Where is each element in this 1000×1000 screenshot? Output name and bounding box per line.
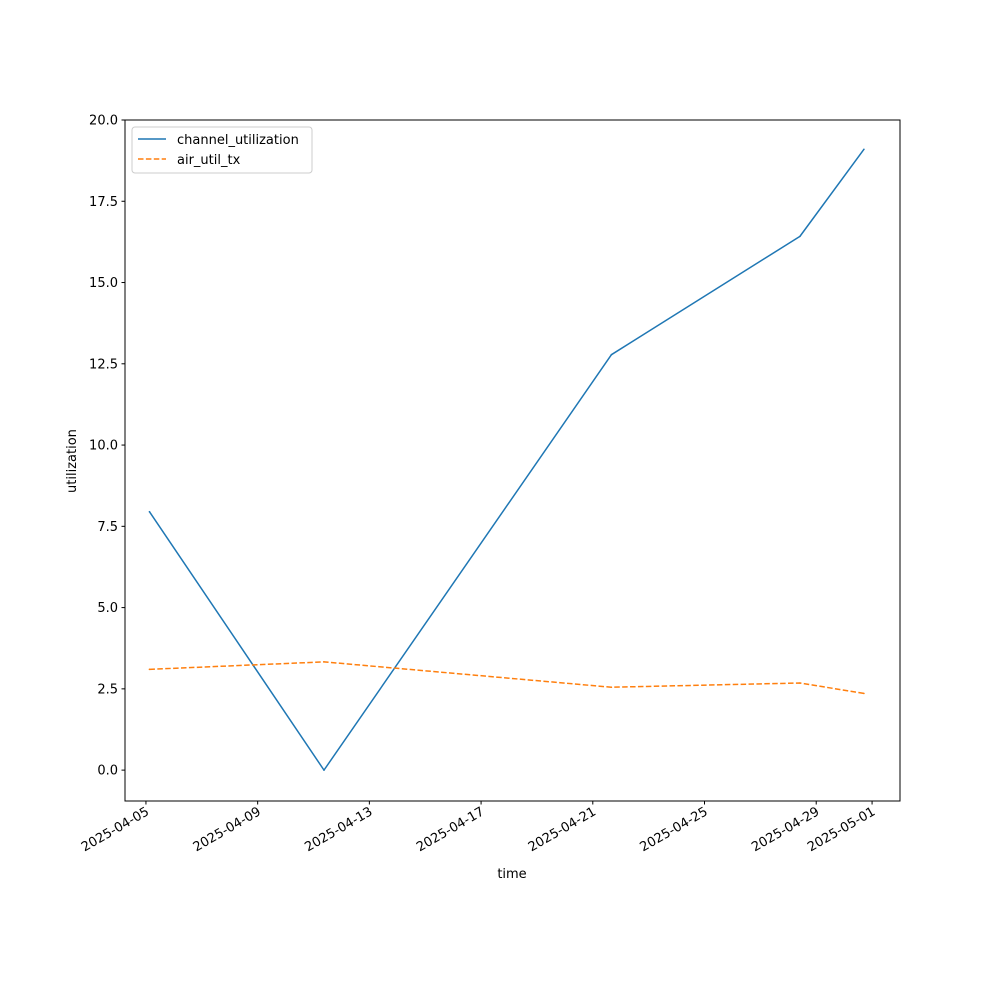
x-tick-label: 2025-04-17 [414, 804, 487, 855]
data-point-channel-utilization [148, 510, 151, 513]
y-tick-label: 2.5 [97, 682, 118, 697]
y-tick-label: 15.0 [89, 276, 118, 291]
x-tick-label: 2025-04-05 [79, 804, 152, 855]
x-tick-label: 2025-04-13 [302, 804, 375, 855]
data-point-channel-utilization [863, 148, 865, 151]
data-point-air-util-tx [863, 692, 865, 695]
y-axis-label: utilization [65, 429, 80, 493]
y-tick-label: 5.0 [97, 601, 118, 616]
data-point-air-util-tx [323, 661, 325, 663]
legend-label-channel-utilization: channel_utilization [177, 133, 299, 148]
x-tick-label: 2025-04-25 [638, 804, 711, 855]
y-tick-label: 12.5 [89, 357, 118, 372]
legend: channel_utilization air_util_tx [131, 126, 313, 174]
data-point-channel-utilization [799, 235, 801, 238]
x-tick-label: 2025-04-09 [191, 804, 264, 855]
series-layer [148, 148, 865, 771]
series-line-channel-utilization [148, 148, 865, 771]
y-tick-label: 20.0 [89, 114, 118, 129]
data-point-air-util-tx [610, 686, 613, 689]
y-tick-label: 0.0 [97, 764, 118, 779]
y-tick-label: 17.5 [89, 195, 118, 210]
data-point-air-util-tx [799, 682, 801, 684]
x-tick-label: 2025-04-21 [526, 804, 599, 855]
plot-frame [124, 119, 901, 802]
data-point-channel-utilization [610, 353, 613, 356]
legend-frame [131, 126, 313, 174]
series-line-air-util-tx [149, 661, 865, 695]
y-tick-label: 7.5 [97, 520, 118, 535]
legend-label-air-util-tx: air_util_tx [177, 153, 241, 168]
ticks-layer: 0.0 2.5 5.0 7.5 10.0 12.5 15.0 17.5 20.0 2025-04-… [79, 114, 878, 856]
data-point-air-util-tx [148, 668, 151, 671]
data-point-channel-utilization [323, 769, 325, 771]
x-axis-label: time [497, 867, 526, 882]
y-tick-label: 10.0 [89, 439, 118, 454]
